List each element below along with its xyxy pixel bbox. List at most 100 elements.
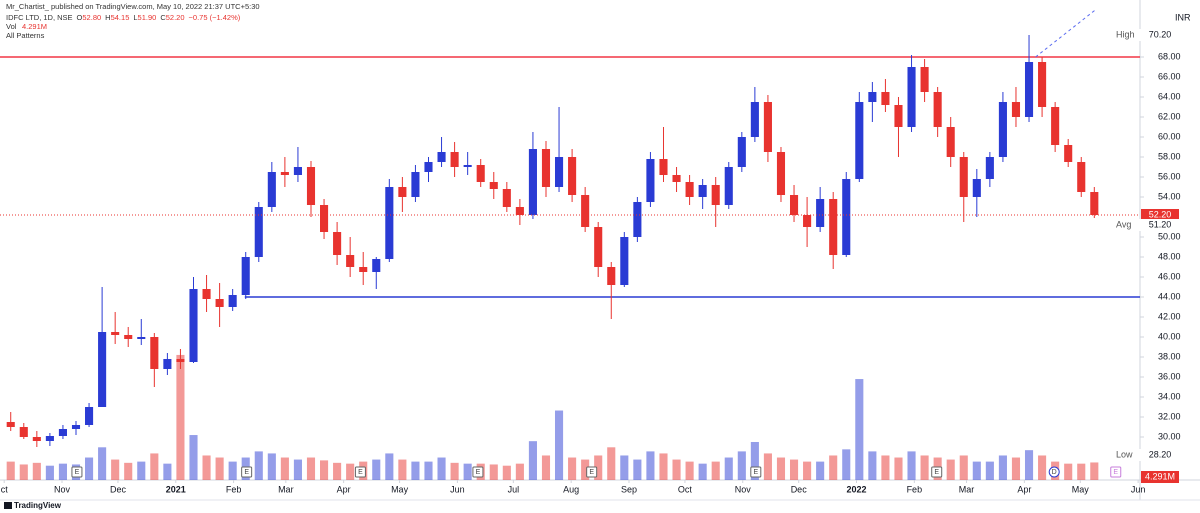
symbol-line: IDFC LTD, 1D, NSE O52.80 H54.15 L51.90 C52.2… bbox=[6, 13, 241, 22]
candle-body bbox=[711, 185, 720, 205]
candle-body bbox=[176, 359, 185, 362]
brand: TradingView bbox=[14, 501, 62, 510]
volume-bar bbox=[855, 379, 864, 480]
y-tick-label: 46.00 bbox=[1158, 271, 1181, 281]
candle-body bbox=[228, 295, 237, 307]
last-price-tag bbox=[1141, 209, 1179, 221]
candle-body bbox=[98, 332, 107, 407]
x-tick-label: 2022 bbox=[846, 484, 866, 494]
event-label: E bbox=[753, 469, 758, 476]
volume-bar bbox=[124, 462, 133, 480]
candle-body bbox=[528, 149, 537, 215]
candle-body bbox=[1064, 145, 1073, 162]
volume-bar bbox=[554, 410, 564, 480]
y-tick-label: 42.00 bbox=[1158, 311, 1181, 321]
volume-bar bbox=[1024, 450, 1034, 480]
candle-body bbox=[85, 407, 94, 425]
candle-body bbox=[306, 167, 316, 205]
volume-bar bbox=[894, 457, 903, 480]
y-tick-label: 56.00 bbox=[1158, 171, 1181, 181]
brand-logo bbox=[4, 502, 12, 509]
candle-body bbox=[1090, 192, 1099, 215]
candle-body bbox=[946, 127, 955, 157]
candle-body bbox=[111, 332, 120, 335]
ohlc-value: 52.20 bbox=[166, 13, 185, 22]
y-tick-label: 60.00 bbox=[1158, 131, 1181, 141]
candle-body bbox=[672, 175, 681, 182]
candle-body bbox=[594, 227, 603, 267]
event-badge bbox=[472, 466, 484, 478]
volume-bar bbox=[6, 461, 15, 480]
candle-body bbox=[959, 157, 968, 197]
volume-bar bbox=[633, 459, 642, 480]
ohlc-key: O bbox=[77, 13, 83, 22]
event-badge bbox=[241, 466, 253, 478]
volume-bar bbox=[581, 459, 590, 480]
volume-tag-label: 4.291M bbox=[1145, 471, 1175, 481]
volume-bar bbox=[267, 453, 276, 480]
candle-body bbox=[515, 207, 524, 215]
x-tick-label: Jun bbox=[450, 484, 465, 494]
event-label: E bbox=[476, 469, 481, 476]
candle-body bbox=[789, 195, 799, 215]
volume-bar bbox=[946, 459, 955, 480]
ohlc-value: 54.15 bbox=[111, 13, 130, 22]
candle-body bbox=[385, 187, 394, 259]
volume-bar bbox=[320, 460, 329, 480]
event-label: E bbox=[244, 469, 249, 476]
event-badge bbox=[71, 466, 83, 478]
candle-body bbox=[215, 299, 224, 307]
candle-body bbox=[267, 172, 276, 207]
volume-bar bbox=[816, 461, 825, 480]
candle-body bbox=[124, 335, 133, 339]
volume-bar bbox=[1077, 463, 1086, 480]
candle-body bbox=[933, 92, 942, 127]
volume-bar bbox=[437, 457, 446, 480]
volume-bar bbox=[1011, 457, 1021, 480]
marker-value: 28.20 bbox=[1149, 449, 1172, 459]
volume-bar bbox=[959, 455, 968, 480]
marker-name: Low bbox=[1116, 449, 1133, 459]
candle-body bbox=[685, 182, 694, 197]
last-price-label: 52.20 bbox=[1149, 209, 1172, 219]
y-tick-label: 50.00 bbox=[1158, 231, 1181, 241]
candle-body bbox=[633, 202, 642, 237]
candle-body bbox=[189, 289, 198, 362]
x-tick-label: Mar bbox=[959, 484, 975, 494]
volume-bar bbox=[659, 453, 668, 480]
ohlc-key: H bbox=[105, 13, 110, 22]
event-label: E bbox=[358, 469, 363, 476]
marker-tag-bg bbox=[1138, 219, 1198, 231]
x-tick-label: Dec bbox=[110, 484, 127, 494]
event-badge bbox=[931, 466, 943, 478]
volume-bar bbox=[333, 462, 342, 480]
volume-bar bbox=[737, 451, 746, 480]
publisher: Mr_Chartist_ published on TradingView.co… bbox=[6, 2, 260, 11]
candle-body bbox=[855, 102, 864, 179]
volume-bar bbox=[1038, 455, 1047, 480]
candle-body bbox=[293, 167, 302, 175]
x-tick-label: Sep bbox=[621, 484, 637, 494]
volume-bar bbox=[881, 455, 890, 480]
candle-body bbox=[476, 165, 485, 182]
candle-body bbox=[985, 157, 994, 179]
volume-bar bbox=[607, 447, 616, 480]
volume-bar bbox=[763, 453, 772, 480]
event-badge bbox=[586, 466, 598, 478]
y-tick-label: 54.00 bbox=[1158, 191, 1181, 201]
volume-bar bbox=[998, 455, 1007, 480]
indicator: All Patterns bbox=[6, 31, 45, 40]
candle-body bbox=[333, 232, 342, 255]
y-tick-label: 58.00 bbox=[1158, 151, 1181, 161]
candle-body bbox=[463, 165, 472, 167]
x-tick-label: Nov bbox=[735, 484, 752, 494]
event-badge bbox=[1110, 466, 1122, 478]
candle-body bbox=[581, 195, 590, 227]
volume-bar bbox=[985, 461, 994, 480]
volume-bar bbox=[189, 435, 198, 480]
volume-bar bbox=[372, 459, 381, 480]
volume-tag bbox=[1141, 471, 1179, 483]
volume-bar bbox=[346, 463, 355, 480]
candle-body bbox=[829, 199, 838, 255]
candle-body bbox=[750, 102, 759, 137]
